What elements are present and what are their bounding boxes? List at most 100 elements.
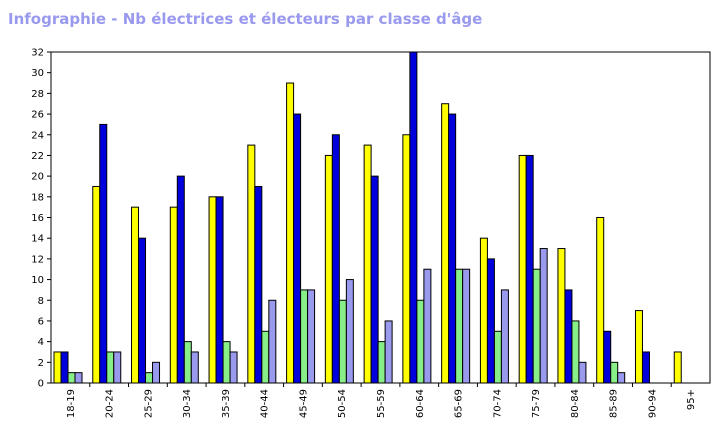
bar: [254, 185, 263, 384]
bar: [673, 351, 682, 384]
x-tick-label: 25-29: [143, 389, 154, 418]
bar: [525, 154, 534, 384]
bar: [99, 123, 108, 384]
x-tick-label: 95+: [686, 389, 697, 410]
bar: [402, 134, 411, 384]
bar: [384, 320, 393, 384]
bar: [641, 351, 650, 384]
y-tick-label: 12: [31, 254, 44, 265]
bar: [557, 248, 566, 384]
y-tick-label: 4: [38, 337, 44, 348]
bar: [479, 237, 488, 384]
x-tick-label: 65-69: [454, 389, 465, 418]
x-tick-label: 55-59: [376, 389, 387, 418]
y-tick-label: 28: [31, 89, 44, 100]
y-tick-label: 24: [31, 130, 44, 141]
bar: [532, 268, 541, 384]
bar: [300, 289, 309, 384]
bar: [92, 185, 101, 384]
bar: [416, 299, 425, 384]
bar: [455, 268, 464, 384]
chart-title: Infographie - Nb électrices et électeurs…: [8, 10, 483, 28]
bar: [183, 341, 192, 384]
bar: [345, 279, 354, 384]
bar: [53, 351, 62, 384]
bar: [610, 361, 619, 384]
y-tick-label: 22: [31, 151, 44, 162]
bar: [486, 258, 495, 384]
bar: [152, 361, 161, 384]
bar: [215, 196, 224, 384]
y-tick-label: 14: [31, 234, 44, 245]
y-tick-label: 10: [31, 275, 44, 286]
bar: [617, 372, 626, 384]
bar: [363, 144, 372, 384]
bar: [67, 372, 76, 384]
bar: [247, 144, 256, 384]
bar: [307, 289, 316, 384]
bar: [74, 372, 83, 384]
y-tick-label: 2: [38, 358, 44, 369]
bar: [229, 351, 238, 384]
x-tick-label: 80-84: [570, 389, 581, 418]
bar: [634, 310, 643, 384]
y-tick-label: 6: [38, 316, 44, 327]
y-tick-label: 8: [38, 296, 44, 307]
bar: [338, 299, 347, 384]
y-tick-label: 30: [31, 68, 44, 79]
bar: [423, 268, 432, 384]
x-tick-label: 30-34: [182, 389, 193, 418]
bar: [113, 351, 122, 384]
x-tick-label: 35-39: [221, 389, 232, 418]
bar: [370, 175, 379, 384]
bar: [377, 341, 386, 384]
bar: [176, 175, 185, 384]
x-tick-label: 90-94: [647, 389, 658, 418]
y-tick-label: 0: [38, 379, 44, 390]
x-axis-ticks: 18-19 20-24 25-29 30-34 35-39 40-44 45-49 50-54…: [66, 383, 697, 418]
x-tick-label: 18-19: [66, 389, 77, 418]
x-tick-label: 20-24: [105, 389, 116, 418]
y-tick-label: 18: [31, 192, 44, 203]
x-tick-label: 85-89: [609, 389, 620, 418]
y-tick-label: 20: [31, 172, 44, 183]
y-tick-label: 26: [31, 110, 44, 121]
bar: [409, 51, 418, 384]
bar: [578, 361, 587, 384]
y-tick-label: 32: [31, 48, 44, 59]
bar: [138, 237, 147, 384]
bar: [493, 330, 502, 384]
bar: [145, 372, 154, 384]
bars: [53, 51, 682, 384]
bar: [571, 320, 580, 384]
bar: [208, 196, 217, 384]
bar: [539, 248, 548, 384]
bar: [261, 330, 270, 384]
x-tick-label: 70-74: [492, 389, 503, 418]
bar: [448, 113, 457, 384]
x-tick-label: 60-64: [415, 389, 426, 418]
bar: [268, 299, 277, 384]
bar: [324, 154, 333, 384]
bar: [564, 289, 573, 384]
y-tick-label: 16: [31, 213, 44, 224]
bar: [106, 351, 115, 384]
bar: [518, 154, 527, 384]
bar: [190, 351, 199, 384]
bar: [441, 103, 450, 384]
x-tick-label: 45-49: [298, 389, 309, 418]
bar: [222, 341, 231, 384]
bar: [293, 113, 302, 384]
bar: [131, 206, 140, 384]
bar: [331, 134, 340, 384]
bar: [500, 289, 509, 384]
bar: [462, 268, 471, 384]
bar: [286, 82, 295, 384]
x-tick-label: 75-79: [531, 389, 542, 418]
bar: [603, 330, 612, 384]
bar: [60, 351, 69, 384]
bar: [596, 217, 605, 384]
x-tick-label: 40-44: [260, 389, 271, 418]
